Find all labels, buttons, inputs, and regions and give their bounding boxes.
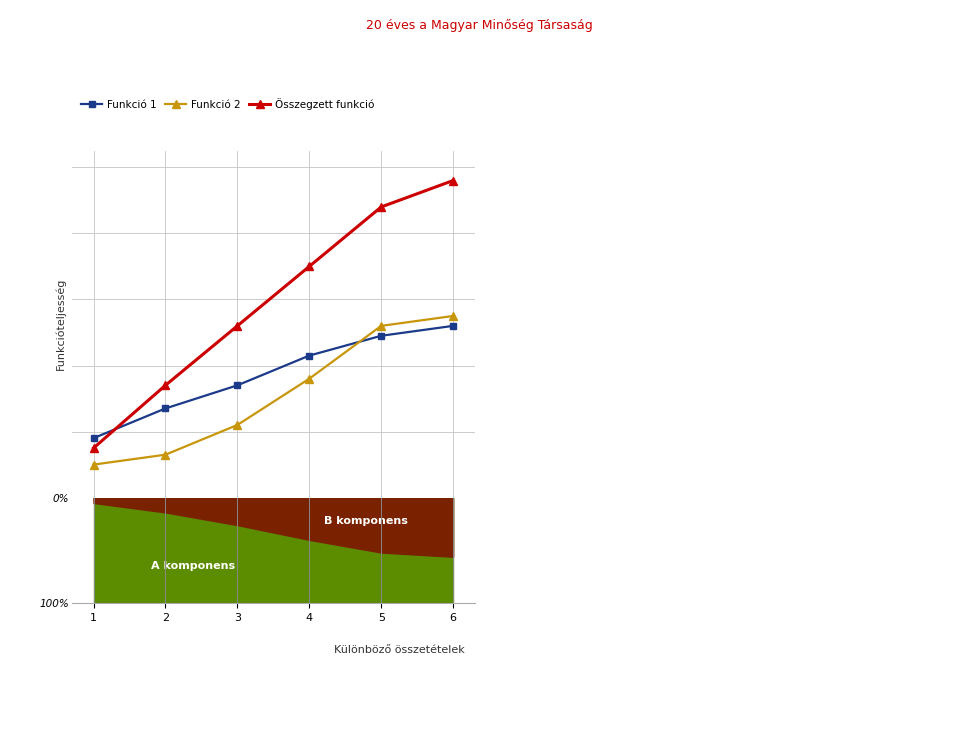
Text: Különböző összetételek: Különböző összetételek (335, 645, 465, 654)
Legend: Funkció 1, Funkció 2, Összegzett funkció: Funkció 1, Funkció 2, Összegzett funkció (77, 93, 379, 114)
Funkció 2 (303, 374, 315, 383)
Összegzett funkció (159, 381, 172, 390)
Funkció 1 (376, 331, 387, 340)
Összegzett funkció (447, 176, 458, 185)
Funkció 2 (376, 321, 387, 330)
Összegzett funkció (303, 262, 315, 271)
Text: 20 éves a Magyar Minőség Társaság: 20 éves a Magyar Minőség Társaság (366, 19, 593, 32)
Line: Funkció 2: Funkció 2 (89, 312, 457, 469)
Line: Funkció 1: Funkció 1 (90, 323, 456, 442)
Funkció 2 (88, 460, 100, 469)
Funkció 2 (447, 311, 458, 320)
Funkció 1 (88, 434, 100, 443)
Funkció 1 (447, 321, 458, 330)
Összegzett funkció (376, 202, 387, 211)
Funkció 1 (303, 351, 315, 360)
Funkció 1 (231, 381, 243, 390)
Funkció 2 (159, 450, 172, 459)
Funkció 2 (231, 421, 243, 430)
Line: Összegzett funkció: Összegzett funkció (89, 176, 457, 452)
Text: B komponens: B komponens (323, 516, 408, 526)
Összegzett funkció (231, 321, 243, 330)
Funkció 1 (159, 404, 172, 413)
Összegzett funkció (88, 443, 100, 452)
Y-axis label: Funkcióteljesség: Funkcióteljesség (56, 278, 66, 370)
Text: A komponens: A komponens (152, 561, 235, 572)
